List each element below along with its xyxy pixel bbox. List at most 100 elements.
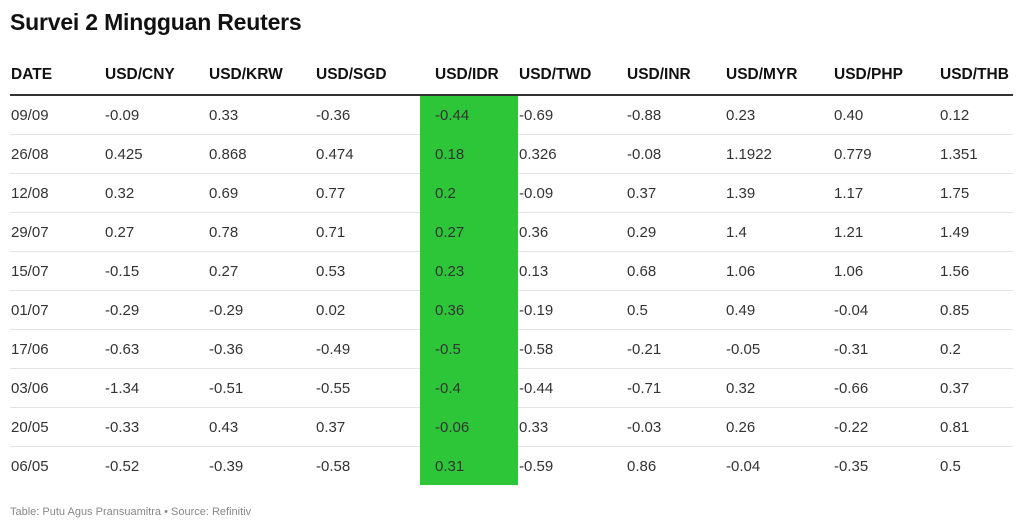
value-cell: 0.68 xyxy=(626,251,725,291)
value-cell: 0.474 xyxy=(315,134,420,174)
column-header: DATE xyxy=(10,56,104,96)
value-cell: -0.09 xyxy=(104,95,208,135)
value-cell: 0.425 xyxy=(104,134,208,174)
value-cell: 0.33 xyxy=(518,407,626,447)
date-cell: 15/07 xyxy=(10,251,104,291)
value-cell: 0.27 xyxy=(420,212,518,252)
table-row: 15/07 -0.15 0.27 0.53 0.23 0.13 0.68 1.06 1.06 1.… xyxy=(10,251,1013,291)
date-cell: 06/05 xyxy=(11,457,49,475)
value-cell: 1.351 xyxy=(939,134,1013,174)
value-cell: -0.04 xyxy=(833,290,939,330)
value-cell: 1.39 xyxy=(725,173,833,213)
value-cell: -0.51 xyxy=(208,368,315,408)
value-cell: -0.58 xyxy=(518,329,626,369)
value-cell: -0.4 xyxy=(420,368,518,408)
table-row: 20/05 -0.33 0.43 0.37 -0.06 0.33 -0.03 0.26 -0.2… xyxy=(10,407,1013,447)
value-cell: -0.33 xyxy=(104,407,208,447)
table-row: 06/05 -0.52 -0.39 -0.58 0.31 -0.59 0.86 -0.04 -0… xyxy=(10,446,1013,485)
value-cell: -0.05 xyxy=(725,329,833,369)
date-cell: 03/06 xyxy=(10,368,104,408)
value-cell: 1.49 xyxy=(939,212,1013,252)
value-cell: 0.31 xyxy=(420,446,518,485)
value-cell: -0.63 xyxy=(104,329,208,369)
value-cell: -0.04 xyxy=(726,457,761,475)
column-header: USD/THB xyxy=(939,56,1013,96)
value-cell: 1.56 xyxy=(939,251,1013,291)
value-cell: 0.69 xyxy=(208,173,315,213)
value-cell: -0.31 xyxy=(833,329,939,369)
value-cell: 0.49 xyxy=(725,290,833,330)
table-row: 01/07 -0.29 -0.29 0.02 0.36 -0.19 0.5 0.49 -0.04… xyxy=(10,290,1013,330)
value-cell: 1.17 xyxy=(833,173,939,213)
value-cell: 1.06 xyxy=(833,251,939,291)
value-cell: 0.78 xyxy=(208,212,315,252)
value-cell: 0.02 xyxy=(315,290,420,330)
value-cell: 0.5 xyxy=(626,290,725,330)
value-cell: 0.18 xyxy=(420,134,518,174)
date-cell: 17/06 xyxy=(10,329,104,369)
value-cell: -0.21 xyxy=(626,329,725,369)
date-cell: 26/08 xyxy=(10,134,104,174)
date-cell: 09/09 xyxy=(10,95,104,135)
value-cell: 1.06 xyxy=(725,251,833,291)
value-cell: -0.58 xyxy=(316,457,351,475)
value-cell: 0.37 xyxy=(626,173,725,213)
value-cell: 0.71 xyxy=(315,212,420,252)
value-cell: 0.37 xyxy=(315,407,420,447)
table-row: 17/06 -0.63 -0.36 -0.49 -0.5 -0.58 -0.21 -0.05-… xyxy=(10,329,1013,369)
value-cell: 0.5 xyxy=(940,457,961,475)
value-cell: -0.08 xyxy=(626,134,725,174)
value-cell: 1.4 xyxy=(725,212,833,252)
value-cell: 0.23 xyxy=(420,251,518,291)
column-header: USD/TWD xyxy=(518,56,626,96)
value-cell: -0.09 xyxy=(518,173,626,213)
date-cell: 29/07 xyxy=(10,212,104,252)
value-cell: 0.13 xyxy=(518,251,626,291)
value-cell: 0.85 xyxy=(939,290,1013,330)
value-cell: -1.34 xyxy=(104,368,208,408)
column-header: USD/PHP xyxy=(833,56,939,96)
value-cell: 0.779 xyxy=(833,134,939,174)
value-cell: 0.53 xyxy=(315,251,420,291)
value-cell: -0.39 xyxy=(209,457,244,475)
value-cell: 0.32 xyxy=(104,173,208,213)
value-cell: 0.43 xyxy=(208,407,315,447)
value-cell: 0.26 xyxy=(725,407,833,447)
date-cell: 20/05 xyxy=(10,407,104,447)
value-cell: 0.37 xyxy=(939,368,1013,408)
value-cell: -0.5 xyxy=(420,329,518,369)
value-cell: -0.59 xyxy=(519,457,554,475)
value-cell: -0.29 xyxy=(104,290,208,330)
value-cell: -0.52 xyxy=(105,457,140,475)
data-table-container: DATE USD/CNY USD/KRW USD/SGD USD/IDR USD/TWD U… xyxy=(10,56,1013,485)
value-cell: 0.36 xyxy=(420,290,518,330)
column-header: USD/IDR xyxy=(420,56,518,96)
value-cell: 0.32 xyxy=(725,368,833,408)
value-cell: -0.22 xyxy=(833,407,939,447)
column-header: USD/SGD xyxy=(315,56,420,96)
value-cell: 0.86 xyxy=(627,457,657,475)
table-body: 09/09 -0.09 0.33 -0.36 -0.44 -0.69 -0.88 0.23 0.… xyxy=(10,95,1013,485)
value-cell: 0.2 xyxy=(939,329,1013,369)
value-cell: 1.1922 xyxy=(725,134,833,174)
table-row: 29/07 0.27 0.78 0.71 0.27 0.36 0.29 1.4 1.21 1.49 xyxy=(10,212,1013,252)
value-cell: -0.71 xyxy=(626,368,725,408)
value-cell: -0.36 xyxy=(315,95,420,135)
value-cell: 0.29 xyxy=(626,212,725,252)
value-cell: -0.03 xyxy=(626,407,725,447)
value-cell: -0.35 xyxy=(834,457,869,475)
value-cell: -0.06 xyxy=(420,407,518,447)
table-title: Survei 2 Mingguan Reuters xyxy=(10,9,302,35)
value-cell: -0.44 xyxy=(420,95,518,135)
date-cell: 01/07 xyxy=(10,290,104,330)
value-cell: 1.75 xyxy=(939,173,1013,213)
value-cell: -0.19 xyxy=(518,290,626,330)
column-header: USD/CNY xyxy=(104,56,208,96)
value-cell: -0.69 xyxy=(518,95,626,135)
value-cell: 0.27 xyxy=(104,212,208,252)
value-cell: 0.868 xyxy=(208,134,315,174)
value-cell: -0.88 xyxy=(626,95,725,135)
value-cell: 0.2 xyxy=(420,173,518,213)
value-cell: 0.27 xyxy=(208,251,315,291)
table-row: 12/08 0.32 0.69 0.77 0.2 -0.09 0.37 1.39 1.17 1.7… xyxy=(10,173,1013,213)
